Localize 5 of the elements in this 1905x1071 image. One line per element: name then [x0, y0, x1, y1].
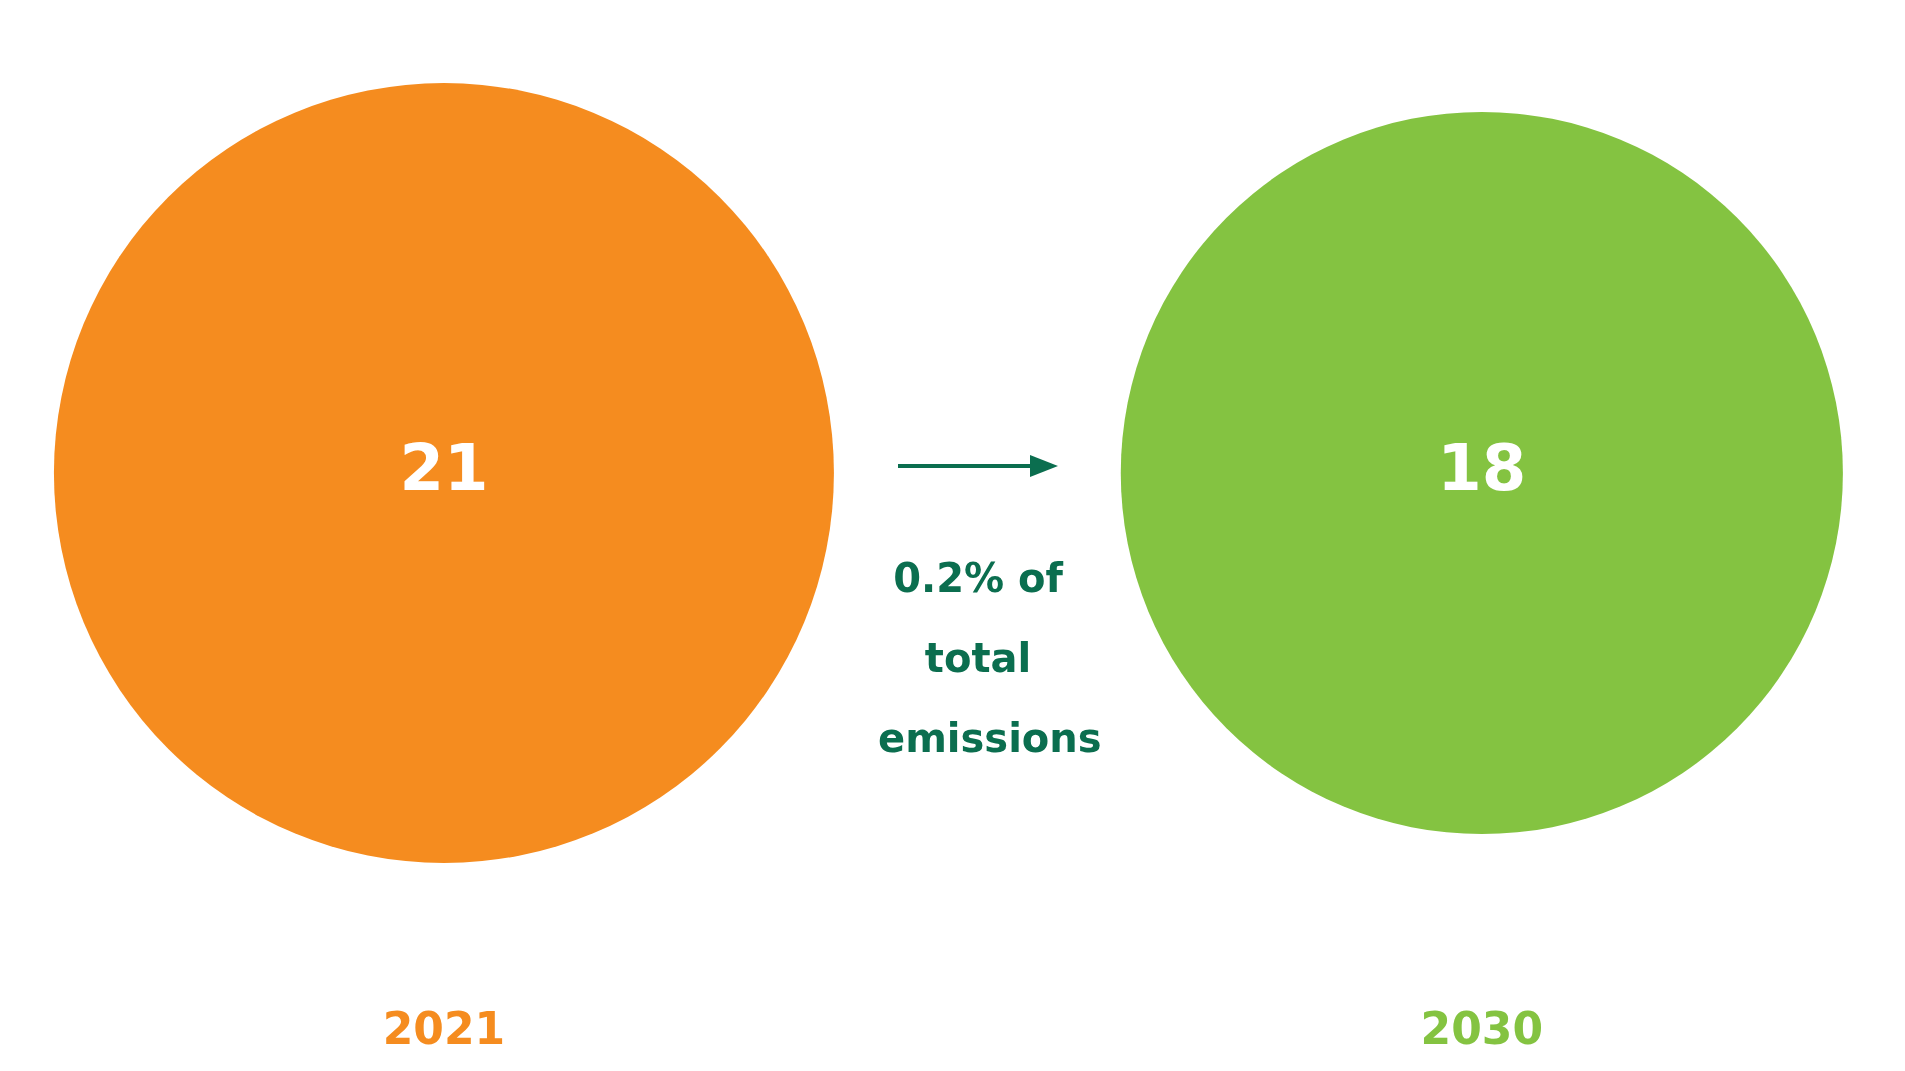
category-label: 2030	[1420, 1003, 1544, 1055]
text: 0.2% of total emissions	[878, 554, 1102, 763]
data-label: 18	[1437, 430, 1527, 505]
category-label: 2021	[382, 1003, 506, 1055]
data-label: 21	[399, 430, 489, 505]
